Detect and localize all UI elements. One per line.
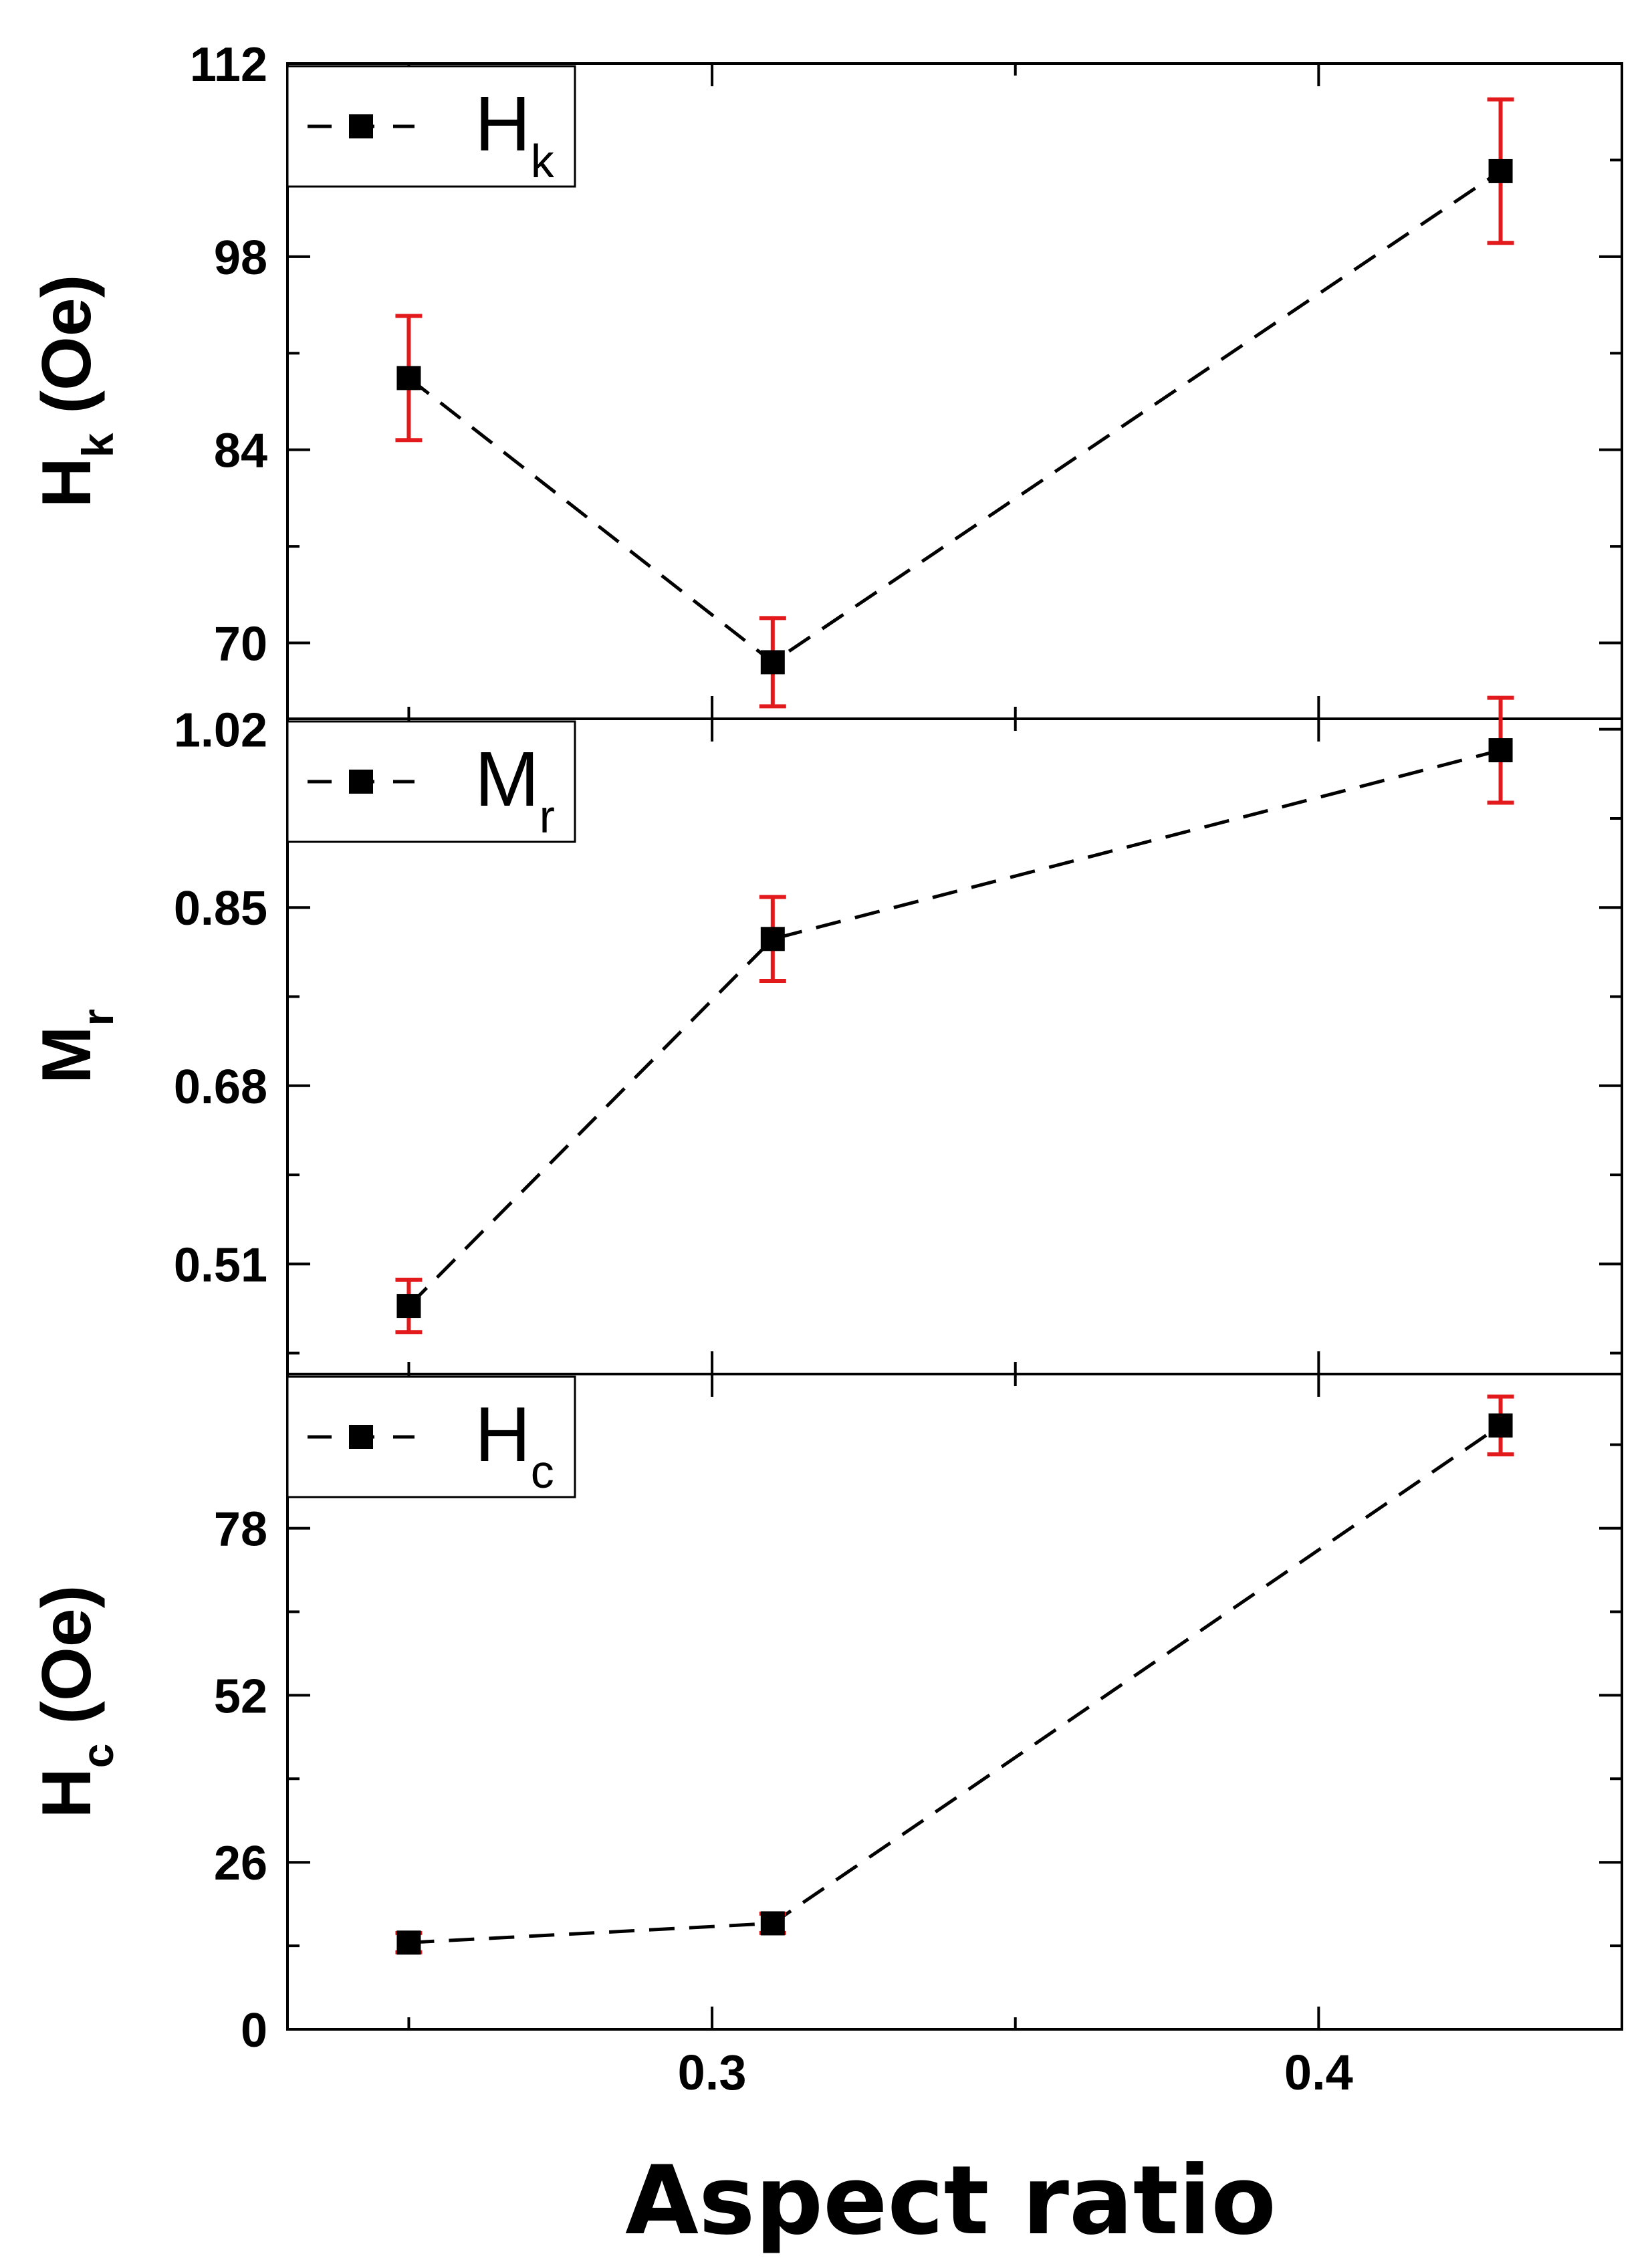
legend-marker — [349, 770, 373, 794]
legend-marker — [349, 1425, 373, 1449]
plot-frame — [286, 1373, 1623, 2031]
legend-label: Mr — [475, 736, 555, 842]
series-line — [408, 1424, 1502, 1944]
legend: Mr — [286, 720, 576, 843]
y-tick-label: 78 — [214, 1503, 267, 1557]
y-axis-title: Hc (Oe) — [28, 1585, 122, 1819]
y-tick-label: 1.02 — [174, 704, 267, 758]
chart-panels: 70 84 98 112 Hk Hk (Oe) 0.51 0.68 0.85 1.02 Mr Mr 0 2… — [28, 38, 1623, 2057]
legend-box — [286, 1375, 576, 1498]
data-point — [1488, 738, 1513, 763]
x-axis: 0.3 0.4 — [678, 2045, 1353, 2100]
y-tick-label: 0.68 — [174, 1060, 267, 1114]
y-axis-title: Mr — [28, 1009, 122, 1084]
y-tick-label: 112 — [190, 38, 267, 92]
legend: Hc — [286, 1375, 576, 1498]
series-line — [407, 169, 1502, 665]
series-line — [407, 748, 1502, 1307]
data-point — [760, 927, 785, 951]
panel-3: 0 26 52 78 Hc Hc (Oe) — [28, 1373, 1623, 2057]
data-point — [396, 1294, 421, 1319]
legend-marker — [349, 114, 373, 138]
data-point — [396, 366, 421, 390]
legend-box — [286, 720, 576, 843]
data-point — [760, 1911, 785, 1936]
y-tick-label: 0.51 — [174, 1238, 267, 1292]
data-point — [396, 1930, 421, 1955]
y-tick-label: 52 — [214, 1670, 267, 1723]
x-tick-label: 0.3 — [678, 2045, 747, 2100]
data-point — [1488, 1413, 1513, 1438]
legend-label: Hk — [475, 80, 555, 187]
y-tick-label: 0.85 — [174, 882, 267, 935]
y-tick-label: 0 — [241, 2004, 267, 2057]
x-tick-label: 0.4 — [1284, 2045, 1353, 2100]
y-axis-title: Hk (Oe) — [28, 275, 122, 508]
data-point — [1488, 158, 1513, 183]
legend-box — [286, 65, 576, 188]
panel-1: 70 84 98 112 Hk Hk (Oe) — [28, 38, 1623, 720]
data-point — [760, 650, 785, 675]
y-tick-label: 70 — [214, 618, 267, 671]
y-tick-label: 98 — [214, 231, 267, 285]
y-tick-label: 26 — [214, 1837, 267, 1890]
legend: Hk — [286, 65, 576, 188]
panel-2: 0.51 0.68 0.85 1.02 Mr Mr — [28, 695, 1623, 1375]
y-tick-label: 84 — [214, 425, 267, 478]
x-axis-title: Aspect ratio — [625, 2146, 1276, 2256]
legend-label: Hc — [475, 1391, 554, 1498]
